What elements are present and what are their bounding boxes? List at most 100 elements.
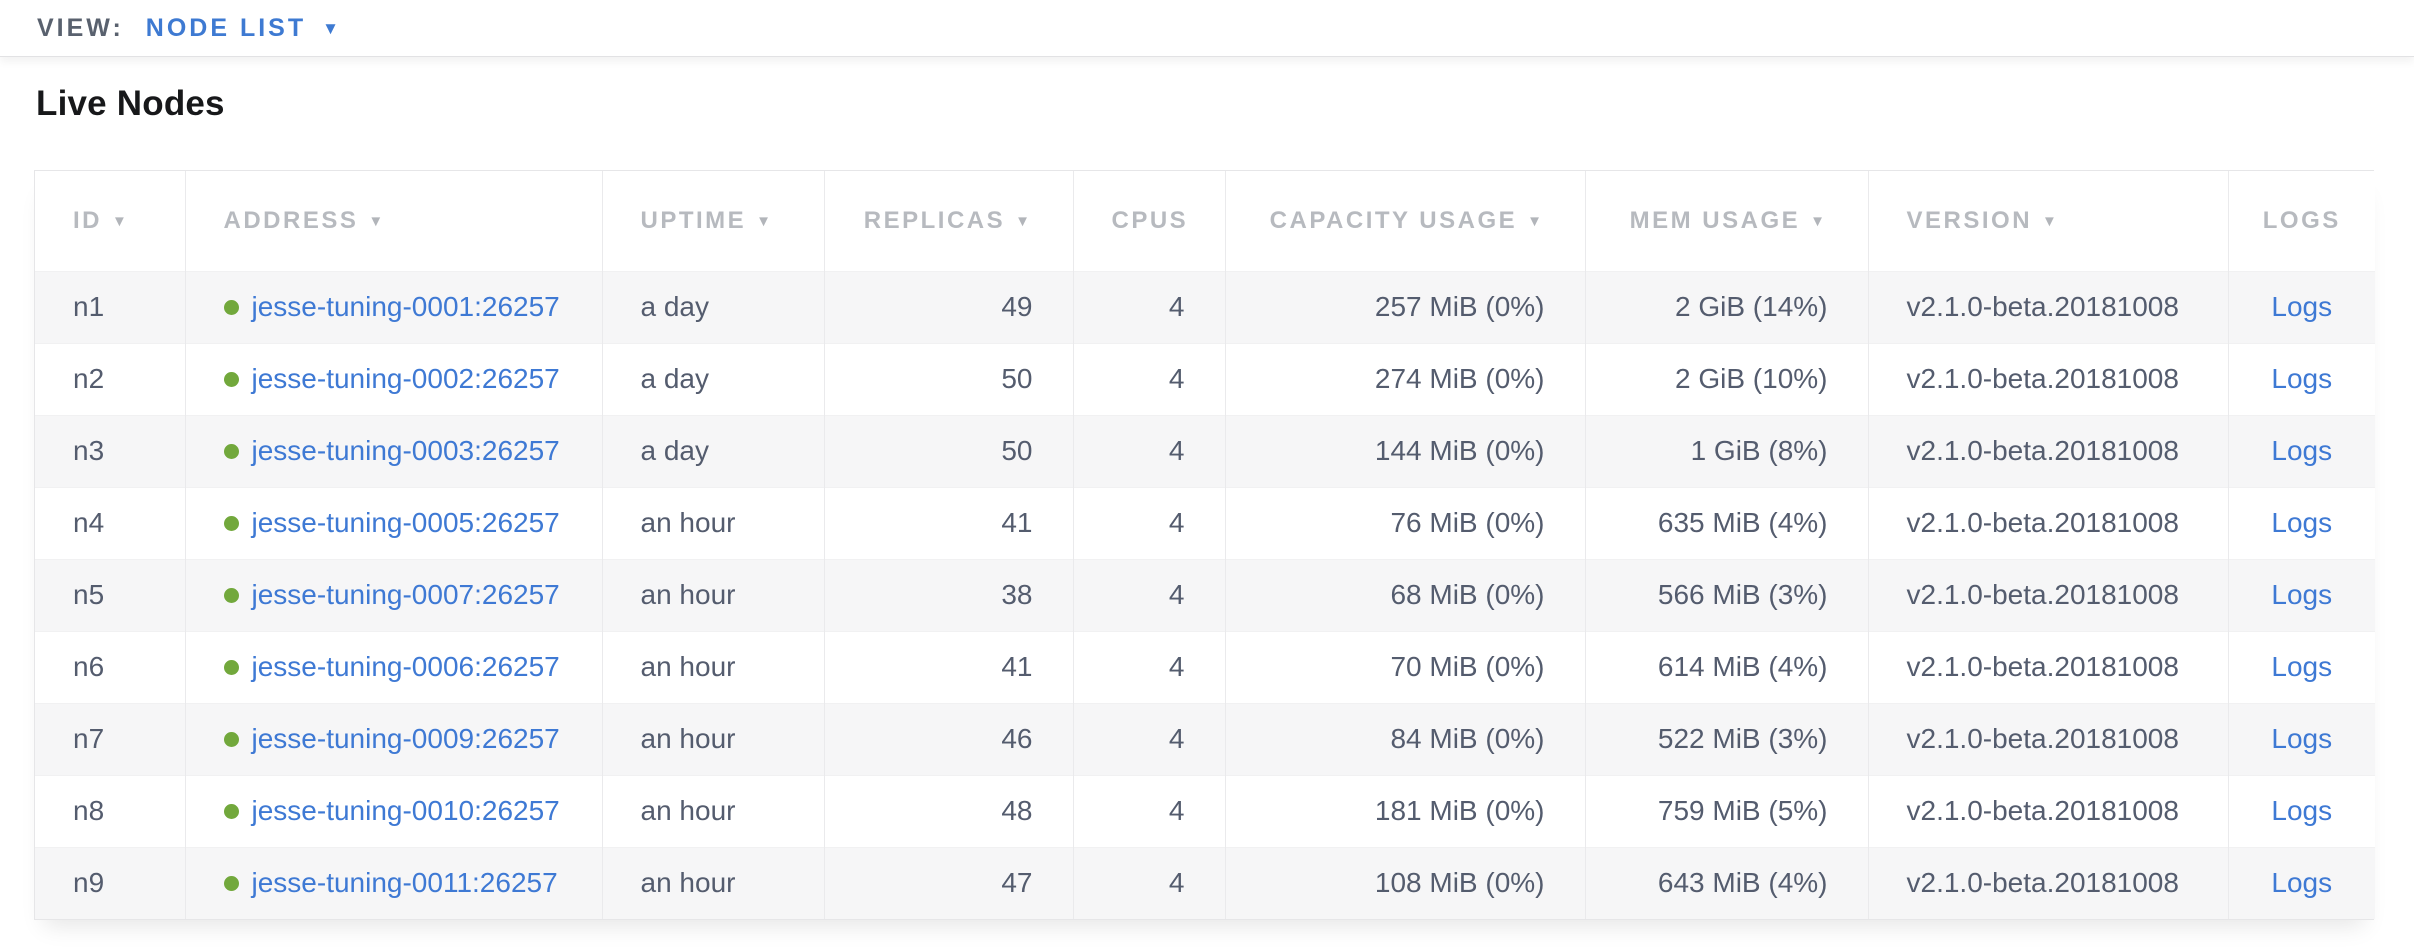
cell-replicas: 47 bbox=[824, 847, 1074, 919]
node-healthy-status-icon bbox=[223, 660, 239, 675]
live-nodes-table: ID ▼ ADDRESS ▼ UPTIME ▼ REPLICAS ▼ CPUS CAPACITY … bbox=[34, 170, 2375, 920]
cell-value: 759 MiB (5%) bbox=[1657, 795, 1828, 826]
cell-capacity: 144 MiB (0%) bbox=[1225, 415, 1586, 487]
cell-value: 643 MiB (4%) bbox=[1657, 867, 1828, 899]
cell-capacity: 257 MiB (0%) bbox=[1225, 271, 1586, 343]
logs-link[interactable]: Logs bbox=[2271, 723, 2333, 754]
logs-link[interactable]: Logs bbox=[2271, 867, 2333, 899]
logs-link[interactable]: Logs bbox=[2271, 291, 2333, 322]
cell-uptime: an hour bbox=[602, 559, 825, 631]
cell-version: v2.1.0-beta.20181008 bbox=[1868, 271, 2229, 343]
column-header-address[interactable]: ADDRESS ▼ bbox=[185, 171, 603, 271]
view-selector-dropdown[interactable]: NODE LIST ▼ bbox=[146, 14, 339, 43]
column-header-mem[interactable]: MEM USAGE ▼ bbox=[1585, 171, 1869, 271]
cell-version: v2.1.0-beta.20181008 bbox=[1868, 631, 2229, 703]
logs-link[interactable]: Logs bbox=[2271, 795, 2333, 826]
cell-value: n3 bbox=[73, 435, 105, 466]
column-header-id[interactable]: ID ▼ bbox=[35, 171, 186, 271]
node-address-link[interactable]: jesse-tuning-0003:26257 bbox=[251, 435, 560, 466]
sort-desc-icon: ▼ bbox=[756, 212, 774, 230]
cell-mem: 759 MiB (5%) bbox=[1585, 775, 1869, 847]
cell-value: n6 bbox=[73, 651, 105, 682]
logs-link[interactable]: Logs bbox=[2271, 651, 2333, 682]
cell-value: v2.1.0-beta.20181008 bbox=[1906, 651, 2179, 682]
cell-mem: 2 GiB (14%) bbox=[1585, 271, 1869, 343]
cell-capacity: 84 MiB (0%) bbox=[1225, 703, 1586, 775]
cell-value: v2.1.0-beta.20181008 bbox=[1906, 867, 2179, 899]
table-row: n2 jesse-tuning-0002:26257 a day 50 4 274 MiB… bbox=[35, 343, 2375, 415]
cell-id: n7 bbox=[35, 703, 186, 775]
cell-value: 274 MiB (0%) bbox=[1374, 363, 1545, 394]
logs-link[interactable]: Logs bbox=[2271, 507, 2333, 538]
logs-link[interactable]: Logs bbox=[2271, 579, 2333, 610]
column-header-replicas[interactable]: REPLICAS ▼ bbox=[824, 171, 1074, 271]
cell-value: 4 bbox=[1168, 435, 1185, 466]
cell-logs: Logs bbox=[2228, 847, 2375, 919]
cell-value: n1 bbox=[73, 291, 105, 322]
node-healthy-status-icon bbox=[223, 876, 239, 892]
cell-value: 50 bbox=[1001, 435, 1033, 466]
table-row: n8 jesse-tuning-0010:26257 an hour 48 4 181 M… bbox=[35, 775, 2375, 847]
logs-link[interactable]: Logs bbox=[2271, 363, 2333, 394]
cell-address: jesse-tuning-0006:26257 bbox=[185, 631, 603, 703]
cell-value: 38 bbox=[1001, 579, 1033, 610]
cell-version: v2.1.0-beta.20181008 bbox=[1868, 775, 2229, 847]
cell-version: v2.1.0-beta.20181008 bbox=[1868, 487, 2229, 559]
cell-cpus: 4 bbox=[1073, 415, 1226, 487]
node-address-link[interactable]: jesse-tuning-0009:26257 bbox=[251, 723, 560, 754]
node-address-link[interactable]: jesse-tuning-0006:26257 bbox=[251, 651, 560, 682]
cell-value: 566 MiB (3%) bbox=[1657, 579, 1828, 610]
node-address-link[interactable]: jesse-tuning-0010:26257 bbox=[251, 795, 560, 826]
cell-uptime: an hour bbox=[602, 775, 825, 847]
cell-value: 47 bbox=[1001, 867, 1033, 899]
table-row: n3 jesse-tuning-0003:26257 a day 50 4 144 MiB… bbox=[35, 415, 2375, 487]
node-address-link[interactable]: jesse-tuning-0002:26257 bbox=[251, 363, 560, 394]
cell-mem: 643 MiB (4%) bbox=[1585, 847, 1869, 919]
column-header-uptime[interactable]: UPTIME ▼ bbox=[602, 171, 825, 271]
view-bar: VIEW: NODE LIST ▼ bbox=[0, 0, 2414, 57]
column-header-version[interactable]: VERSION ▼ bbox=[1868, 171, 2229, 271]
column-header-label: CAPACITY USAGE bbox=[1269, 206, 1518, 234]
cell-value: 70 MiB (0%) bbox=[1390, 651, 1545, 682]
cell-cpus: 4 bbox=[1073, 631, 1226, 703]
column-header-capacity[interactable]: CAPACITY USAGE ▼ bbox=[1225, 171, 1586, 271]
cell-cpus: 4 bbox=[1073, 487, 1226, 559]
node-address-link[interactable]: jesse-tuning-0007:26257 bbox=[251, 579, 560, 610]
cell-value: 4 bbox=[1168, 867, 1185, 899]
table-row: n7 jesse-tuning-0009:26257 an hour 46 4 84 Mi… bbox=[35, 703, 2375, 775]
cell-uptime: an hour bbox=[602, 487, 825, 559]
cell-mem: 566 MiB (3%) bbox=[1585, 559, 1869, 631]
cell-value: 4 bbox=[1168, 795, 1185, 826]
node-address-link[interactable]: jesse-tuning-0001:26257 bbox=[251, 291, 560, 322]
cell-logs: Logs bbox=[2228, 415, 2375, 487]
logs-link[interactable]: Logs bbox=[2271, 435, 2333, 466]
cell-address: jesse-tuning-0007:26257 bbox=[185, 559, 603, 631]
node-healthy-status-icon bbox=[223, 804, 239, 819]
cell-value: 4 bbox=[1168, 363, 1185, 394]
cell-id: n3 bbox=[35, 415, 186, 487]
cell-value: 181 MiB (0%) bbox=[1374, 795, 1545, 826]
cell-id: n2 bbox=[35, 343, 186, 415]
cell-value: 635 MiB (4%) bbox=[1657, 507, 1828, 538]
cell-value: 48 bbox=[1001, 795, 1033, 826]
cell-value: an hour bbox=[640, 507, 736, 538]
table-header-row: ID ▼ ADDRESS ▼ UPTIME ▼ REPLICAS ▼ CPUS CAPACITY … bbox=[35, 171, 2375, 271]
chevron-down-icon: ▼ bbox=[322, 18, 339, 38]
cell-value: v2.1.0-beta.20181008 bbox=[1906, 795, 2179, 826]
cell-capacity: 108 MiB (0%) bbox=[1225, 847, 1586, 919]
cell-value: 41 bbox=[1001, 507, 1033, 538]
cell-cpus: 4 bbox=[1073, 343, 1226, 415]
cell-replicas: 41 bbox=[824, 487, 1074, 559]
column-header-label: CPUS bbox=[1111, 206, 1189, 234]
cell-value: 76 MiB (0%) bbox=[1390, 507, 1545, 538]
view-selected-value: NODE LIST bbox=[145, 13, 307, 42]
node-address-link[interactable]: jesse-tuning-0005:26257 bbox=[251, 507, 560, 538]
cell-version: v2.1.0-beta.20181008 bbox=[1868, 847, 2229, 919]
cell-value: n4 bbox=[73, 507, 105, 538]
cell-value: an hour bbox=[640, 579, 736, 610]
cell-value: 50 bbox=[1001, 363, 1033, 394]
table-row: n1 jesse-tuning-0001:26257 a day 49 4 257 MiB… bbox=[35, 271, 2375, 343]
cell-value: n9 bbox=[73, 867, 105, 899]
sort-desc-icon: ▼ bbox=[368, 212, 386, 230]
node-address-link[interactable]: jesse-tuning-0011:26257 bbox=[251, 867, 558, 899]
